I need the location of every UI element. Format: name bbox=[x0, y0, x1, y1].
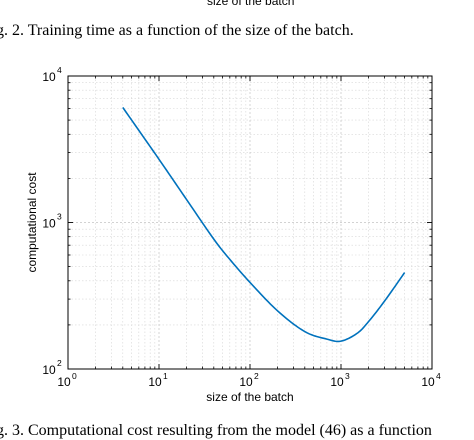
y-tick-label-exponent: 3 bbox=[57, 212, 62, 222]
y-axis-label: computational cost bbox=[25, 172, 39, 273]
x-tick-label-exponent: 2 bbox=[254, 371, 259, 381]
x-tick-label: 10 0 bbox=[57, 371, 77, 389]
x-tick-label-exponent: 4 bbox=[436, 371, 441, 381]
x-tick-label: 10 1 bbox=[148, 371, 168, 389]
y-tick-label-base: 10 bbox=[42, 70, 56, 84]
x-tick-labels: 10 0 10 1 10 2 10 3 10 4 bbox=[57, 371, 441, 389]
x-tick-label-exponent: 1 bbox=[163, 371, 168, 381]
y-tick-label-base: 10 bbox=[42, 217, 56, 231]
x-tick-label-base: 10 bbox=[148, 375, 162, 389]
figure-3-caption: g. 3. Computational cost resulting from … bbox=[0, 422, 432, 439]
x-tick-label-base: 10 bbox=[239, 375, 253, 389]
x-tick-label-base: 10 bbox=[57, 375, 71, 389]
previous-figure-axis-label: size of the batch bbox=[207, 0, 295, 8]
x-tick-label-base: 10 bbox=[421, 375, 435, 389]
figure-2-caption: g. 2. Training time as a function of the… bbox=[0, 22, 354, 39]
y-tick-label: 10 4 bbox=[42, 65, 62, 84]
x-tick-label-exponent: 3 bbox=[345, 371, 350, 381]
x-tick-label: 10 4 bbox=[421, 371, 441, 389]
y-tick-label: 10 3 bbox=[42, 212, 62, 231]
x-tick-label: 10 2 bbox=[239, 371, 259, 389]
y-tick-label: 10 2 bbox=[42, 358, 62, 377]
y-tick-label-exponent: 2 bbox=[57, 358, 62, 368]
x-tick-label-base: 10 bbox=[330, 375, 344, 389]
x-tick-label-exponent: 0 bbox=[72, 371, 77, 381]
grid-lines bbox=[67, 75, 433, 370]
tick-marks bbox=[67, 75, 433, 370]
series-line bbox=[122, 106, 406, 343]
y-tick-label-exponent: 4 bbox=[57, 65, 62, 75]
x-tick-label: 10 3 bbox=[330, 371, 350, 389]
y-tick-label-base: 10 bbox=[42, 363, 56, 377]
x-axis-label: size of the batch bbox=[206, 390, 293, 404]
